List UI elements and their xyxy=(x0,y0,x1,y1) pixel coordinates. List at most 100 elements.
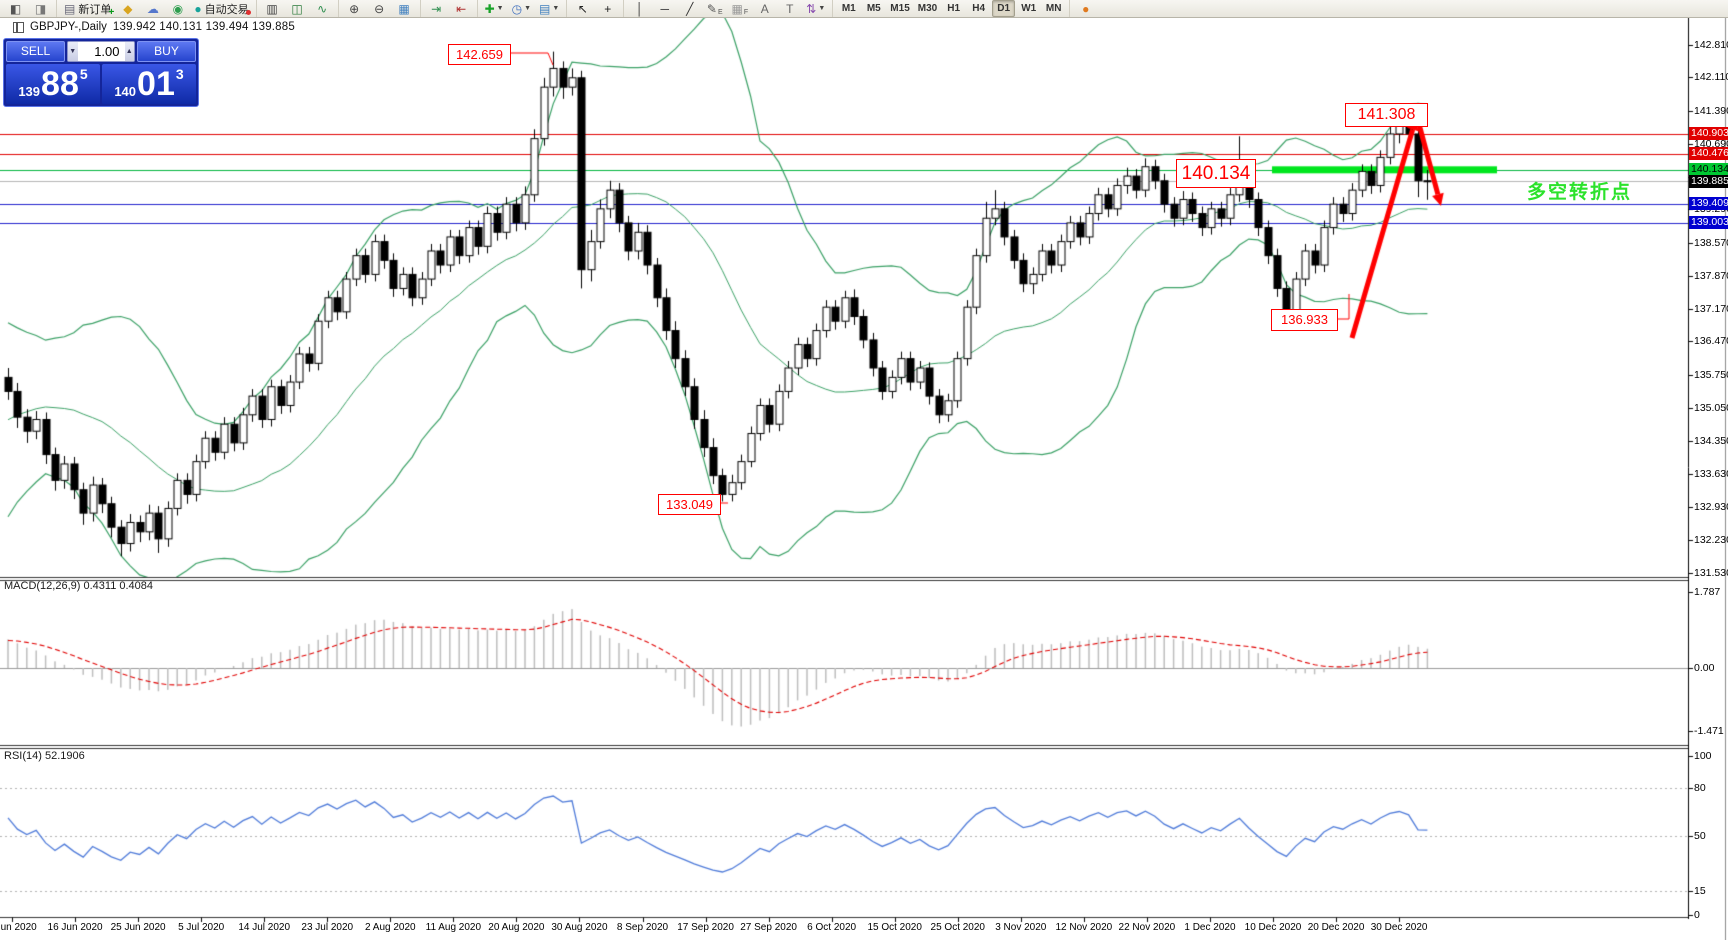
sell-price-sup: 5 xyxy=(79,66,88,82)
volume-decrease-button[interactable]: ▼ xyxy=(68,42,78,61)
price-tag[interactable]: 139.885 xyxy=(1689,174,1728,188)
sell-price-prefix: 139 xyxy=(18,84,41,99)
date-axis-label: 22 Nov 2020 xyxy=(1118,922,1176,933)
timeframe-button-mn[interactable]: MN xyxy=(1045,3,1062,14)
note-text[interactable]: 多空转折点 xyxy=(1527,182,1633,203)
timeframe-button-m5[interactable]: M5 xyxy=(866,3,881,14)
price-axis-tick: 131.530 xyxy=(1694,566,1728,579)
timeframe-button-h4[interactable]: H4 xyxy=(972,3,986,14)
toolbar-group: ⊕ ⊖ ▦ xyxy=(339,0,421,17)
new-order-button[interactable]: ▤ + 新订单 xyxy=(64,1,115,18)
volume-spinner: ▼ ▲ xyxy=(67,41,135,62)
sell-button[interactable]: SELL xyxy=(6,41,65,62)
date-axis-label: 10 Dec 2020 xyxy=(1244,922,1302,933)
text-icon[interactable]: A xyxy=(760,1,769,16)
chart-annotation-label[interactable]: 141.308 xyxy=(1345,103,1428,127)
chart-ohlc-readout: 139.942 140.131 139.494 139.885 xyxy=(112,21,295,33)
main-toolbar: ◧ ◨ ▤ + 新订单 ◆ ☁ ◉ ● 自动交易 ▥ ◫ ∿ ⊕ ⊖ ▦ ⇥ ⇤ ✚ ▼ ◷ ▼ ▤ ▼ ↖ + │ ─ ╱ ✎ E ▦ F A T… xyxy=(0,0,1728,18)
price-tag[interactable]: 139.003 xyxy=(1689,216,1728,230)
rsi-axis-tick: 15 xyxy=(1694,885,1706,898)
rsi-axis-tick: 0 xyxy=(1694,909,1700,921)
timeframe-button-w1[interactable]: W1 xyxy=(1021,3,1037,14)
autotrading-button[interactable]: ● 自动交易 xyxy=(194,1,251,16)
price-axis-tick: 142.810 xyxy=(1694,38,1728,51)
price-axis-tick: 132.230 xyxy=(1694,533,1728,546)
chart-annotation-label[interactable]: 136.933 xyxy=(1271,309,1338,331)
chart-annotation-label[interactable]: 140.134 xyxy=(1176,159,1256,188)
candlestick-chart-icon[interactable]: ◫ xyxy=(291,1,303,16)
market-watch-icon[interactable]: ◆ xyxy=(123,1,133,16)
rsi-axis-tick: 50 xyxy=(1694,829,1706,842)
price-tag[interactable]: 140.476 xyxy=(1689,147,1728,161)
zoom-out-icon[interactable]: ⊖ xyxy=(374,1,385,16)
bar-chart-icon[interactable]: ▥ xyxy=(266,1,278,16)
volume-input[interactable] xyxy=(77,42,125,61)
date-axis-label: 8 Sep 2020 xyxy=(616,922,669,933)
price-tag[interactable]: 139.409 xyxy=(1689,197,1728,211)
crosshair-icon[interactable]: + xyxy=(604,1,612,16)
price-axis-tick: 137.170 xyxy=(1694,302,1728,315)
volume-increase-button[interactable]: ▲ xyxy=(124,42,134,61)
community-icon[interactable]: ● xyxy=(1082,1,1090,16)
sell-price-big: 88 xyxy=(41,65,79,103)
date-axis-label: 30 Aug 2020 xyxy=(551,922,608,933)
timeframe-button-m30[interactable]: M30 xyxy=(917,3,938,14)
macd-axis-tick: -1.471 xyxy=(1694,724,1724,737)
periods-button[interactable]: ◷ ▼ xyxy=(511,1,532,16)
chart-annotation-label[interactable]: 142.659 xyxy=(448,44,511,65)
chart-annotation-label[interactable]: 133.049 xyxy=(658,494,721,515)
price-axis-tick: 132.930 xyxy=(1694,501,1728,514)
buy-price-box[interactable]: 140 01 3 xyxy=(102,64,196,104)
timeframe-button-m1[interactable]: M1 xyxy=(841,3,856,14)
timeframe-button-d1[interactable]: D1 xyxy=(992,0,1016,17)
buy-price-big: 01 xyxy=(137,65,175,103)
indicators-button[interactable]: ✚ ▼ xyxy=(484,1,504,16)
timeframe-button-h1[interactable]: H1 xyxy=(947,3,961,14)
zoom-in-icon[interactable]: ⊕ xyxy=(349,1,360,16)
date-axis-label: 14 Jul 2020 xyxy=(238,922,291,933)
data-window-icon[interactable]: ☁ xyxy=(146,1,159,16)
toolbar-group: ▤ + 新订单 ◆ ☁ ◉ ● 自动交易 xyxy=(57,0,257,18)
text-label-icon[interactable]: T xyxy=(786,1,794,16)
price-axis-tick: 138.570 xyxy=(1694,237,1728,250)
buy-price-prefix: 140 xyxy=(114,84,137,99)
sell-price-box[interactable]: 139 88 5 xyxy=(6,64,100,104)
toolbar-group: ✚ ▼ ◷ ▼ ▤ ▼ xyxy=(478,0,568,17)
trendline-icon[interactable]: ╱ xyxy=(686,1,694,16)
price-axis-tick: 141.390 xyxy=(1694,105,1728,118)
buy-price-sup: 3 xyxy=(175,66,184,82)
navigator-icon[interactable]: ◉ xyxy=(172,1,184,16)
date-axis-label: 23 Jul 2020 xyxy=(301,922,354,933)
line-chart-icon[interactable]: ∿ xyxy=(317,1,328,16)
vertical-line-icon[interactable]: │ xyxy=(636,1,644,16)
date-axis-label: 30 Dec 2020 xyxy=(1370,922,1428,933)
chart-shift-icon[interactable]: ⇥ xyxy=(431,1,442,16)
macd-axis-tick: 1.787 xyxy=(1694,586,1721,599)
arrows-icon[interactable]: ⇅ ▼ xyxy=(806,1,826,16)
rsi-indicator-label: RSI(14) 52.1906 xyxy=(4,750,85,762)
price-tag[interactable]: 140.903 xyxy=(1689,127,1728,141)
chart-window-icon[interactable]: ◧ xyxy=(9,1,22,16)
buy-button[interactable]: BUY xyxy=(137,41,196,62)
toolbar-group: ⇥ ⇤ xyxy=(421,0,478,17)
date-axis-label: 27 Sep 2020 xyxy=(740,922,797,933)
preview-icon[interactable]: ◨ xyxy=(34,1,47,16)
toolbar-group: ● xyxy=(1070,0,1728,17)
timeframe-group: M1 M5 M15 M30 H1 H4 D1 W1 MN xyxy=(833,0,1071,17)
equidistant-channel-icon[interactable]: ✎ E xyxy=(706,1,723,17)
tile-windows-icon[interactable]: ▦ xyxy=(398,1,410,16)
timeframe-button-m15[interactable]: M15 xyxy=(890,3,910,14)
date-axis-label: 3 Nov 2020 xyxy=(995,922,1047,933)
cursor-icon[interactable]: ↖ xyxy=(577,1,588,16)
auto-scroll-icon[interactable]: ⇤ xyxy=(456,1,467,16)
fibonacci-icon[interactable]: ▦ F xyxy=(731,1,749,17)
price-axis-tick: 133.630 xyxy=(1694,468,1728,481)
templates-button[interactable]: ▤ ▼ xyxy=(539,1,560,16)
price-tag[interactable]: 140.134 xyxy=(1689,163,1728,177)
date-axis-label: 25 Oct 2020 xyxy=(930,922,985,933)
price-axis-tick: 136.470 xyxy=(1694,335,1728,348)
horizontal-line-icon[interactable]: ─ xyxy=(660,1,670,16)
